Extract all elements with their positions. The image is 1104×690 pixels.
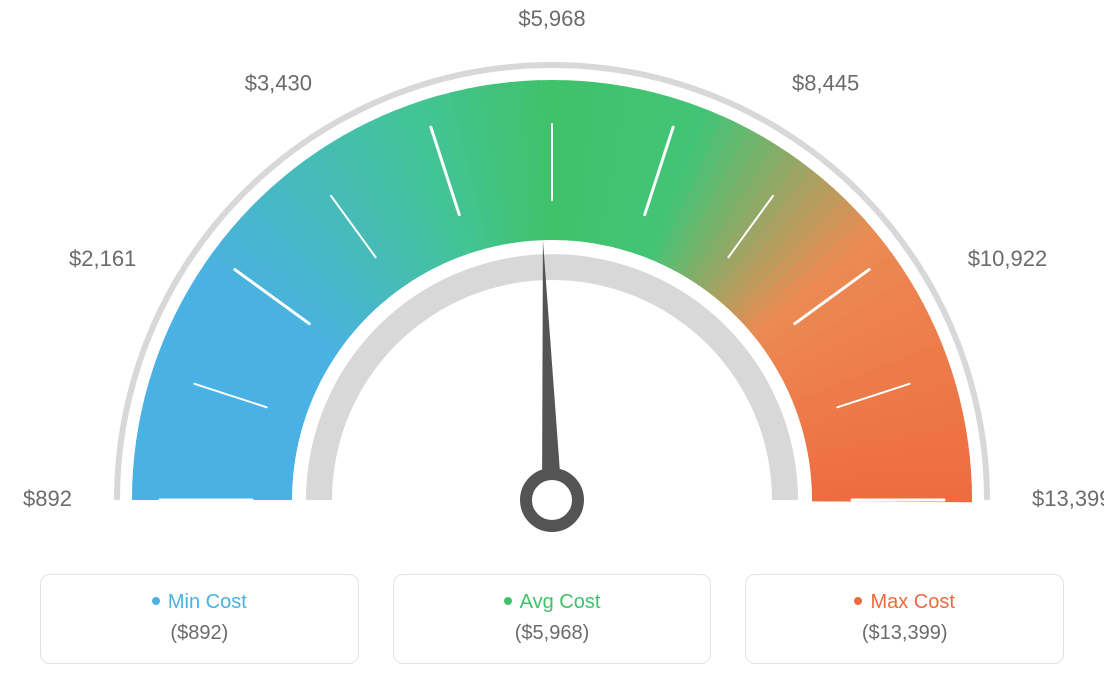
svg-text:$5,968: $5,968 [518, 6, 585, 31]
svg-text:$3,430: $3,430 [245, 70, 312, 95]
legend-title-text: Min Cost [168, 591, 247, 613]
dot-icon [854, 597, 862, 605]
legend-title-max: Max Cost [746, 591, 1063, 614]
legend-title-avg: Avg Cost [394, 591, 711, 614]
legend-row: Min Cost ($892) Avg Cost ($5,968) Max Co… [40, 574, 1064, 664]
legend-title-min: Min Cost [41, 591, 358, 614]
legend-card-avg: Avg Cost ($5,968) [393, 574, 712, 664]
legend-value-avg: ($5,968) [394, 622, 711, 645]
svg-text:$10,922: $10,922 [968, 246, 1048, 271]
dot-icon [152, 597, 160, 605]
dot-icon [504, 597, 512, 605]
legend-card-min: Min Cost ($892) [40, 574, 359, 664]
legend-title-text: Max Cost [870, 591, 954, 613]
svg-text:$2,161: $2,161 [69, 246, 136, 271]
svg-text:$13,399: $13,399 [1032, 486, 1104, 511]
svg-text:$8,445: $8,445 [792, 70, 859, 95]
legend-title-text: Avg Cost [520, 591, 601, 613]
legend-value-min: ($892) [41, 622, 358, 645]
svg-text:$892: $892 [23, 486, 72, 511]
gauge-chart: $892 $2,161 $3,430 $5,968 $8,445 $10,922 $13,3… [0, 0, 1104, 560]
legend-value-max: ($13,399) [746, 622, 1063, 645]
legend-card-max: Max Cost ($13,399) [745, 574, 1064, 664]
